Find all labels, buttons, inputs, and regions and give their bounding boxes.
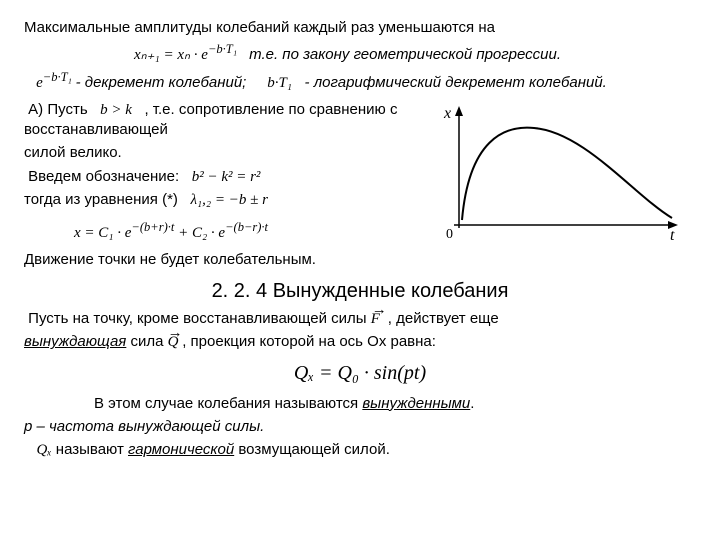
paragraph-3-line1: А) Пусть b > k , т.е. сопротивление по с… xyxy=(24,100,424,141)
paragraph-2a: - декремент колебаний; xyxy=(76,74,247,91)
formula-b-gt-k: b > k xyxy=(100,102,132,118)
formula-decr1-exp: −b·T₁ xyxy=(43,70,72,84)
paragraph-10: Qₓ называют гармонической возмущающей си… xyxy=(24,440,696,460)
paragraph-7a: Пусть на точку, кроме восстанавливающей … xyxy=(28,310,366,327)
formula-x-p2: + C₂ · e xyxy=(174,225,225,241)
paragraph-8a: В этом случае колебания называются xyxy=(94,395,362,412)
paragraph-2b: - логарифмический декремент колебаний. xyxy=(300,74,606,91)
formula-decr1-base: e xyxy=(36,75,43,91)
paragraph-8b: вынужденными xyxy=(362,395,470,412)
formula-progression: xₙ₊₁ = xₙ · e−b·T₁ xyxy=(134,47,241,63)
paragraph-1: Максимальные амплитуды колебаний каждый … xyxy=(24,18,696,38)
formula-x-row: x = C₁ · e−(b+r)·t + C₂ · e−(b−r)·t xyxy=(24,213,424,243)
paragraph-1b: т.е. по закону геометрической прогрессии… xyxy=(249,46,561,63)
paragraph-7c: вынуждающая xyxy=(24,333,126,350)
formula-progression-row: xₙ₊₁ = xₙ · e−b·T₁ т.е. по закону геомет… xyxy=(24,41,696,65)
formula-progression-base: xₙ₊₁ = xₙ · e xyxy=(134,47,208,63)
paragraph-9: p – частота вынуждающей силы. xyxy=(24,417,696,437)
paragraph-7b: , действует еще xyxy=(388,310,499,327)
formula-Qx: Qₓ = Q₀ · sin(pt) xyxy=(294,362,426,384)
paragraph-8: В этом случае колебания называются вынуж… xyxy=(24,394,696,414)
paragraph-3c: силой велико. xyxy=(24,143,424,163)
paragraph-4: Введем обозначение: xyxy=(28,168,179,185)
paragraph-8c: . xyxy=(470,395,474,412)
chart-origin-label: 0 xyxy=(446,227,453,242)
paragraph-10c: возмущающей силой. xyxy=(234,441,390,458)
paragraph-7-line2: вынуждающая сила →Q , проекция которой н… xyxy=(24,332,696,352)
formula-progression-exp: −b·T₁ xyxy=(208,42,237,56)
formula-x-e2: −(b−r)·t xyxy=(225,220,268,234)
paragraph-5-row: тогда из уравнения (*) λ₁,₂ = −b ± r xyxy=(24,190,424,210)
formula-Qx-row: Qₓ = Q₀ · sin(pt) xyxy=(24,356,696,391)
paragraph-6: Движение точки не будет колебательным. xyxy=(24,250,696,270)
paragraph-10a: называют xyxy=(56,441,128,458)
chart-axis-t-label: t xyxy=(670,227,675,244)
paragraph-3a: А) Пусть xyxy=(28,101,87,118)
formula-x-p1: x = C₁ · e xyxy=(74,225,131,241)
chart-axis-x-label: x xyxy=(443,105,451,122)
paragraph-4-row: Введем обозначение: b² − k² = r² xyxy=(24,167,424,187)
decay-curve-chart: x t 0 xyxy=(424,100,684,250)
case-a-row: А) Пусть b > k , т.е. сопротивление по с… xyxy=(24,100,696,250)
paragraph-10b: гармонической xyxy=(128,441,234,458)
formula-Qx-label: Qₓ xyxy=(37,442,52,458)
formula-x-e1: −(b+r)·t xyxy=(131,220,174,234)
formula-bkr: b² − k² = r² xyxy=(192,169,261,185)
paragraph-7e: , проекция которой на ось Ox равна: xyxy=(182,333,436,350)
formula-decrement-1: e−b·T₁ xyxy=(32,75,75,91)
formula-lambda: λ₁,₂ = −b ± r xyxy=(190,192,268,208)
decrement-row: e−b·T₁ - декремент колебаний; b·T₁ - лог… xyxy=(24,69,696,93)
paragraph-5: тогда из уравнения (*) xyxy=(24,191,178,208)
formula-F: →F xyxy=(371,311,384,327)
section-title: 2. 2. 4 Вынужденные колебания xyxy=(24,278,696,305)
formula-Q: →Q xyxy=(168,334,183,350)
paragraph-7d: сила xyxy=(126,333,167,350)
formula-x: x = C₁ · e−(b+r)·t + C₂ · e−(b−r)·t xyxy=(74,225,268,241)
paragraph-7-line1: Пусть на точку, кроме восстанавливающей … xyxy=(24,309,696,329)
formula-decrement-2: b·T₁ xyxy=(267,75,292,91)
